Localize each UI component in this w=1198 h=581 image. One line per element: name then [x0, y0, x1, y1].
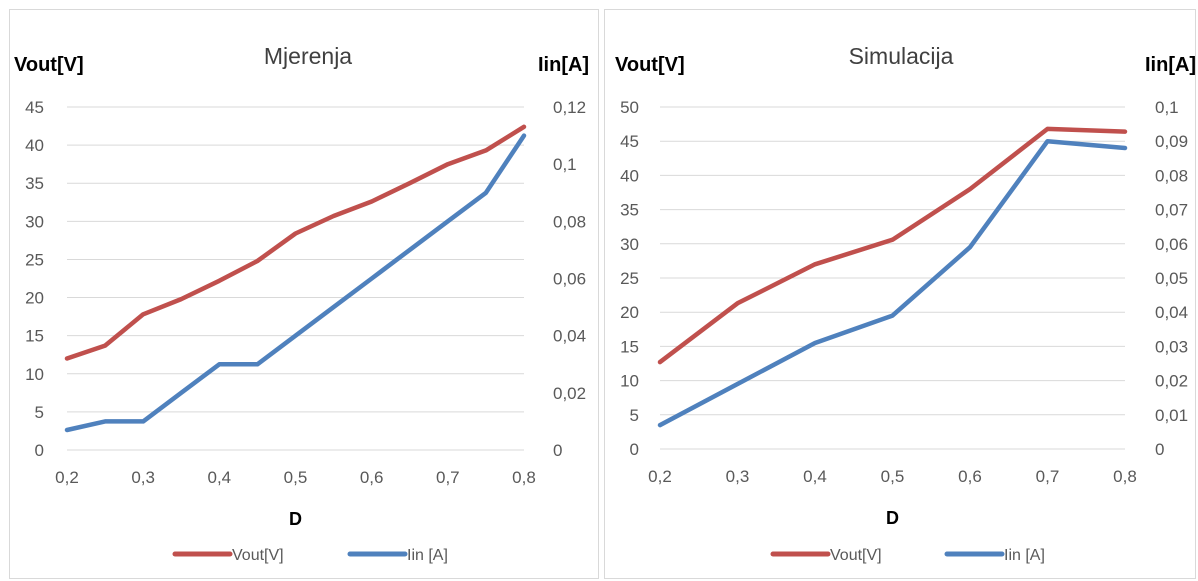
y-tick-label: 40 — [25, 136, 44, 155]
y-axis-label: Vout[V] — [14, 54, 84, 76]
x-tick-label: 0,7 — [436, 468, 460, 487]
y-tick-label: 35 — [25, 174, 44, 193]
y-tick-label: 20 — [25, 289, 44, 308]
y2-tick-label: 0,04 — [1155, 303, 1188, 322]
y2-tick-label: 0,05 — [1155, 269, 1188, 288]
x-axis-label: D — [886, 508, 899, 528]
y2-tick-label: 0,02 — [553, 384, 586, 403]
y-tick-label: 35 — [620, 201, 639, 220]
y-tick-label: 10 — [25, 365, 44, 384]
chart-title: Mjerenja — [264, 43, 352, 69]
y2-tick-label: 0 — [1155, 440, 1164, 459]
y-tick-label: 45 — [620, 132, 639, 151]
x-tick-label: 0,5 — [881, 467, 905, 486]
legend-label-iin: Iin [A] — [1004, 547, 1045, 564]
legend-label-vout: Vout[V] — [232, 547, 284, 564]
chart-title: Simulacija — [849, 43, 954, 69]
chart-mjerenja: 0 5 10 15 20 25 30 35 40 45 0 0,02 0,04 0,06 0,08 0,1 0,… — [14, 43, 589, 564]
x-axis-label: D — [289, 509, 302, 529]
y2-tick-label: 0,06 — [553, 270, 586, 289]
y-tick-label: 10 — [620, 372, 639, 391]
x-tick-label: 0,4 — [803, 467, 827, 486]
y-tick-label: 15 — [25, 327, 44, 346]
x-tick-label: 0,6 — [958, 467, 982, 486]
y2-tick-label: 0,07 — [1155, 201, 1188, 220]
y-axis-label: Vout[V] — [615, 54, 685, 76]
y2-axis-label: Iin[A] — [1145, 54, 1196, 76]
y2-tick-label: 0 — [553, 441, 562, 460]
y-tick-label: 30 — [25, 212, 44, 231]
y-tick-label: 15 — [620, 337, 639, 356]
chart-panel-mjerenja: 0 5 10 15 20 25 30 35 40 45 0 0,02 0,04 0,06 0,08 0,1 0,… — [9, 9, 599, 579]
y2-axis-label: Iin[A] — [538, 54, 589, 76]
y-tick-label: 0 — [35, 441, 44, 460]
y-tick-label: 50 — [620, 98, 639, 117]
y-tick-label: 25 — [25, 250, 44, 269]
y-tick-label: 30 — [620, 235, 639, 254]
y-tick-label: 45 — [25, 98, 44, 117]
y-tick-label: 5 — [35, 403, 44, 422]
x-tick-label: 0,7 — [1036, 467, 1060, 486]
y2-tick-label: 0,01 — [1155, 406, 1188, 425]
x-tick-label: 0,5 — [284, 468, 308, 487]
y2-tick-label: 0,1 — [1155, 98, 1179, 117]
y2-tick-label: 0,08 — [1155, 166, 1188, 185]
series-line-vout — [64, 124, 527, 361]
legend-label-vout: Vout[V] — [830, 547, 882, 564]
y2-tick-label: 0,08 — [553, 212, 586, 231]
x-tick-label: 0,2 — [55, 468, 79, 487]
x-tick-label: 0,6 — [360, 468, 384, 487]
x-tick-label: 0,4 — [208, 468, 232, 487]
x-tick-label: 0,3 — [131, 468, 155, 487]
series-line-iin — [657, 138, 1128, 428]
y2-tick-label: 0,04 — [553, 327, 586, 346]
legend-label-iin: Iin [A] — [407, 547, 448, 564]
chart-simulacija: 0 5 10 15 20 25 30 35 40 45 50 0 0,01 0,02 0,03 0,04 0,0… — [615, 43, 1196, 564]
x-tick-label: 0,8 — [1113, 467, 1137, 486]
y2-tick-label: 0,09 — [1155, 132, 1188, 151]
chart-panel-simulacija: 0 5 10 15 20 25 30 35 40 45 50 0 0,01 0,02 0,03 0,04 0,0… — [604, 9, 1196, 579]
y-tick-label: 5 — [630, 406, 639, 425]
y-tick-label: 0 — [630, 440, 639, 459]
y2-tick-label: 0,12 — [553, 98, 586, 117]
y2-tick-label: 0,1 — [553, 155, 577, 174]
y2-tick-label: 0,02 — [1155, 372, 1188, 391]
series-line-iin — [64, 133, 527, 433]
y2-tick-label: 0,03 — [1155, 337, 1188, 356]
y-tick-label: 20 — [620, 303, 639, 322]
x-tick-label: 0,3 — [726, 467, 750, 486]
series-line-vout — [657, 126, 1128, 365]
y-tick-label: 25 — [620, 269, 639, 288]
x-tick-label: 0,8 — [512, 468, 536, 487]
x-tick-label: 0,2 — [648, 467, 672, 486]
y-tick-label: 40 — [620, 166, 639, 185]
y2-tick-label: 0,06 — [1155, 235, 1188, 254]
